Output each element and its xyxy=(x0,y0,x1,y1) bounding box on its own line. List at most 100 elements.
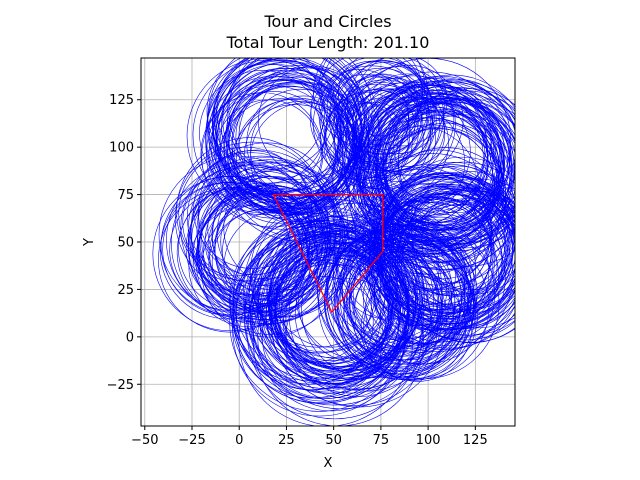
circle-mark xyxy=(257,232,410,385)
circle-mark xyxy=(209,199,318,307)
circle-mark xyxy=(337,217,440,320)
circle-mark xyxy=(352,64,464,176)
circle-mark xyxy=(180,149,337,307)
circle-mark xyxy=(166,161,324,319)
y-tick-label: −25 xyxy=(107,378,134,393)
chart-title: Tour and Circles xyxy=(263,12,391,31)
circle-mark xyxy=(176,137,326,287)
circle-mark xyxy=(374,80,515,245)
circle-mark xyxy=(205,60,359,214)
circle-mark xyxy=(211,208,319,316)
circle-mark xyxy=(171,164,329,322)
y-tick-label: 50 xyxy=(117,236,134,251)
circle-mark xyxy=(367,193,515,350)
circle-mark xyxy=(336,199,476,339)
circle-mark xyxy=(152,176,308,332)
circle-mark xyxy=(340,218,472,349)
circle-mark xyxy=(360,73,455,167)
circle-mark xyxy=(382,98,515,231)
x-axis-label: X xyxy=(324,456,333,471)
circle-mark xyxy=(316,222,453,358)
circle-mark xyxy=(343,234,490,380)
x-tick-label: 50 xyxy=(325,433,342,448)
circle-mark xyxy=(188,205,311,328)
circle-mark xyxy=(393,82,515,206)
circle-mark xyxy=(158,187,304,333)
circle-mark xyxy=(229,232,409,412)
circle-mark xyxy=(220,186,332,298)
circle-mark xyxy=(372,89,495,212)
circle-mark xyxy=(345,200,490,345)
circle-mark xyxy=(158,155,317,313)
circle-mark xyxy=(360,275,467,381)
circle-mark xyxy=(185,186,309,310)
circle-mark xyxy=(200,92,324,215)
circle-mark xyxy=(323,226,475,378)
circle-mark xyxy=(383,97,515,231)
circle-mark xyxy=(363,272,473,382)
circle-mark xyxy=(353,81,500,228)
circle-mark xyxy=(186,152,317,283)
circle-mark xyxy=(227,70,363,205)
circle-mark xyxy=(345,252,443,349)
circle-mark xyxy=(258,65,370,177)
circle-mark xyxy=(189,162,341,313)
circle-mark xyxy=(329,67,433,172)
circle-mark xyxy=(342,266,456,380)
circle-mark xyxy=(204,186,315,296)
circle-mark xyxy=(346,58,445,155)
circle-mark xyxy=(162,182,296,316)
circle-mark xyxy=(222,58,365,191)
circle-mark xyxy=(190,160,330,300)
tour-line xyxy=(272,193,384,314)
circle-mark xyxy=(398,88,515,232)
x-tick-label: −50 xyxy=(131,433,158,448)
y-tick-label: 25 xyxy=(117,283,134,298)
y-axis-label: Y xyxy=(82,238,97,247)
circle-mark xyxy=(178,146,313,281)
circle-mark xyxy=(324,92,411,178)
circle-mark xyxy=(352,222,496,365)
circle-mark xyxy=(197,196,309,308)
circle-mark xyxy=(201,201,337,338)
circle-mark xyxy=(325,209,456,340)
circle-mark xyxy=(333,239,456,361)
circle-mark xyxy=(349,250,456,357)
x-tick-label: −25 xyxy=(178,433,205,448)
circle-mark xyxy=(186,58,342,214)
circle-mark xyxy=(354,258,461,365)
y-tick-label: 125 xyxy=(109,93,134,108)
circle-mark xyxy=(226,58,357,181)
y-tick-label: 0 xyxy=(126,330,134,345)
y-tick-label: 100 xyxy=(109,141,134,156)
x-tick-label: 100 xyxy=(416,433,441,448)
circle-mark xyxy=(207,63,328,184)
y-tick-label: 75 xyxy=(117,188,134,203)
x-tick-label: 125 xyxy=(463,433,488,448)
circle-mark xyxy=(336,245,439,348)
circle-mark xyxy=(187,175,330,318)
x-tick-label: 75 xyxy=(373,433,390,448)
x-tick-label: 25 xyxy=(278,433,295,448)
circle-mark xyxy=(207,171,323,286)
circle-mark xyxy=(326,223,475,372)
circle-mark xyxy=(254,221,381,348)
circle-mark xyxy=(178,186,302,311)
circle-mark xyxy=(341,224,465,348)
tour-series xyxy=(272,193,384,314)
circle-mark xyxy=(197,142,335,280)
circle-mark xyxy=(351,248,450,347)
circle-mark xyxy=(317,216,469,369)
circle-mark xyxy=(331,228,470,368)
circle-mark xyxy=(340,66,456,182)
circle-mark xyxy=(359,198,514,352)
circle-mark xyxy=(362,92,446,175)
circle-mark xyxy=(397,99,515,231)
circle-mark xyxy=(349,228,500,380)
circle-mark xyxy=(213,58,339,180)
circle-mark xyxy=(301,239,440,379)
x-tick-label: 0 xyxy=(235,433,243,448)
circle-mark xyxy=(267,229,417,379)
axis-ticks: −50 −25 0 25 50 75 100 125 −25 0 25 50 75 100 125 xyxy=(107,93,488,448)
